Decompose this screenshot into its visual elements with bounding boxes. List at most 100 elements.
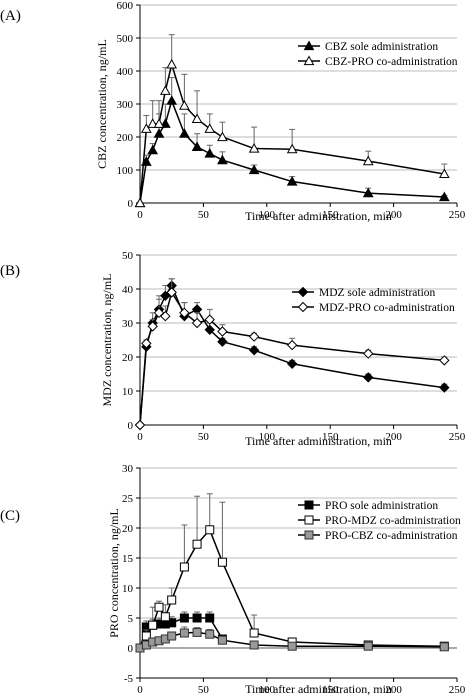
x-tick-label: 250 [449, 684, 466, 696]
data-point [204, 147, 216, 158]
y-tick-label: 10 [122, 583, 134, 595]
data-point [167, 595, 177, 605]
legend-label: CBZ sole administration [325, 41, 438, 53]
data-point [286, 339, 298, 351]
data-point [205, 525, 215, 535]
data-point [179, 100, 190, 110]
y-tick-label: 0 [128, 643, 134, 655]
data-point [362, 187, 374, 198]
data-point [363, 372, 374, 383]
data-point [179, 613, 189, 623]
data-point [179, 128, 190, 138]
legend-label: PRO-MDZ co-administration [325, 515, 461, 527]
data-point [217, 154, 228, 165]
data-point [217, 326, 228, 337]
data-point [439, 355, 450, 366]
y-tick-label: 100 [117, 165, 134, 177]
legend-entry: MDZ-PRO co-administration [292, 301, 455, 314]
data-point [248, 344, 260, 356]
data-point [363, 641, 373, 651]
y-tick-label: 500 [117, 33, 134, 45]
data-point [217, 635, 227, 645]
data-point [166, 58, 178, 69]
legend-marker [304, 530, 314, 540]
y-tick-label: 300 [117, 99, 134, 111]
panel-label: (A) [0, 8, 21, 24]
data-point [141, 338, 152, 349]
data-point [192, 627, 202, 637]
data-point [134, 197, 146, 208]
x-axis-title: Time after administration, min [245, 434, 392, 448]
data-point [179, 628, 189, 638]
data-point [160, 118, 171, 128]
x-tick-label: 200 [385, 209, 402, 221]
legend-entry: CBZ sole administration [298, 40, 438, 53]
data-point [141, 631, 151, 641]
data-point [248, 143, 260, 153]
data-point [166, 95, 178, 105]
data-point [204, 324, 215, 336]
x-tick-label: 0 [137, 684, 143, 696]
legend-marker [303, 40, 315, 51]
x-tick-label: 200 [385, 431, 402, 443]
y-axis-title: MDZ concentration, ng/mL [100, 274, 114, 407]
data-point [140, 123, 152, 133]
data-point [179, 562, 189, 572]
legend-label: MDZ-PRO co-administration [319, 302, 455, 314]
y-tick-label: 10 [122, 386, 134, 398]
x-tick-label: 0 [137, 209, 143, 221]
data-point [439, 382, 450, 393]
data-point [204, 123, 216, 133]
data-point [204, 314, 215, 325]
y-tick-label: 0 [128, 198, 134, 210]
x-tick-label: 150 [322, 431, 339, 443]
x-tick-label: 150 [322, 209, 339, 221]
y-axis-title: PRO concentration, ng/mL [107, 508, 121, 638]
legend-marker [297, 301, 309, 313]
x-tick-label: 100 [259, 684, 276, 696]
x-tick-label: 0 [137, 431, 143, 443]
y-tick-label: -5 [124, 673, 134, 685]
data-point [205, 613, 215, 623]
panel-label: (B) [0, 263, 20, 279]
y-tick-label: 30 [122, 463, 134, 475]
x-axis-title: Time after administration, min [245, 682, 392, 696]
data-point [286, 176, 298, 186]
data-point [248, 331, 260, 342]
legend-marker [303, 55, 315, 66]
series-2 [134, 34, 450, 208]
data-point [286, 358, 298, 370]
data-point [191, 141, 203, 151]
x-tick-label: 100 [259, 431, 276, 443]
data-point [286, 143, 298, 154]
legend-marker [297, 286, 309, 298]
panel-2: (B) 0 10 20 30 40 50 0 50 100 150 200 250 Time after … [0, 250, 466, 448]
data-point [148, 620, 158, 630]
data-point [217, 557, 227, 567]
data-point [439, 642, 449, 652]
data-point [153, 128, 165, 138]
legend-label: CBZ-PRO co-administration [325, 56, 458, 68]
legend-marker [304, 515, 314, 525]
y-tick-label: 40 [122, 284, 134, 296]
data-point [160, 612, 170, 622]
data-point [438, 168, 450, 179]
y-tick-label: 20 [122, 352, 134, 364]
data-point [153, 307, 165, 319]
series-2 [134, 278, 450, 431]
data-point [249, 628, 259, 638]
data-point [192, 539, 202, 549]
y-tick-label: 20 [122, 523, 134, 535]
legend-label: MDZ sole administration [319, 287, 436, 299]
data-point [217, 131, 228, 142]
panel-label: (C) [0, 508, 20, 524]
x-tick-label: 250 [449, 209, 466, 221]
data-point [134, 419, 146, 431]
data-point [154, 602, 164, 612]
data-point [160, 85, 171, 95]
data-point [147, 321, 158, 332]
data-point [160, 310, 171, 322]
series-1 [134, 77, 450, 208]
